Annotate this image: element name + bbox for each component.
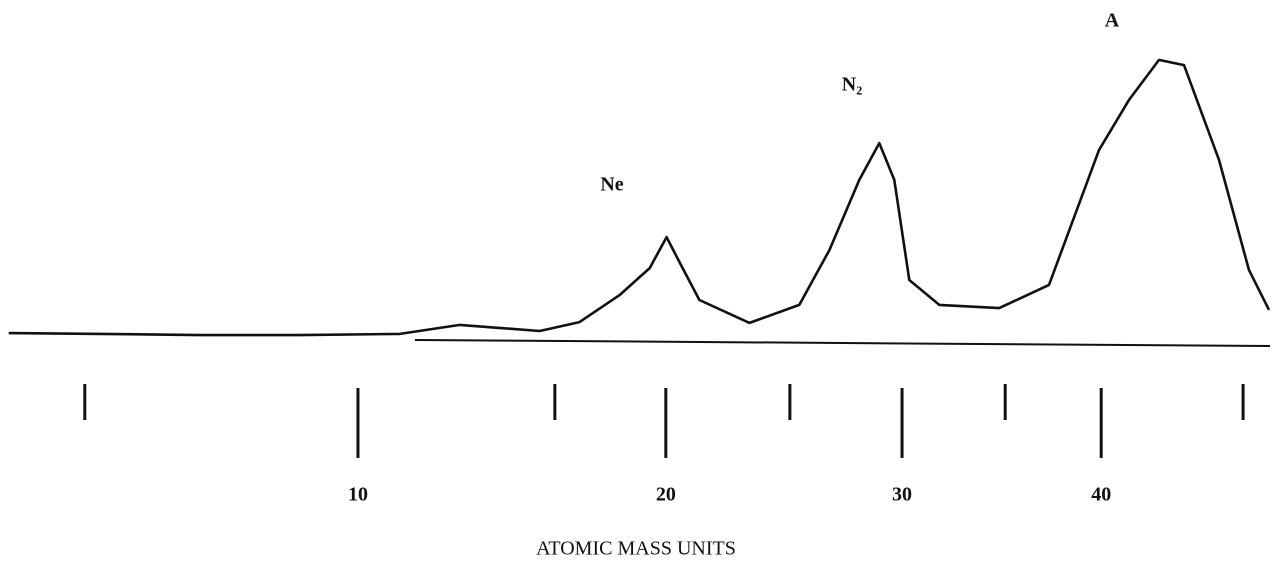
annotation: A [1105,10,1120,32]
annotation: N₂ [842,74,862,96]
x-axis-label: ATOMIC MASS UNITS [536,538,736,560]
x-tick-label: 10 [348,484,368,506]
x-tick-label: 40 [1091,484,1111,506]
annotation: Ne [600,174,623,196]
baseline [414,339,1271,347]
x-tick-label: 30 [892,484,912,506]
trace [8,58,1271,337]
x-tick-label: 20 [656,484,676,506]
